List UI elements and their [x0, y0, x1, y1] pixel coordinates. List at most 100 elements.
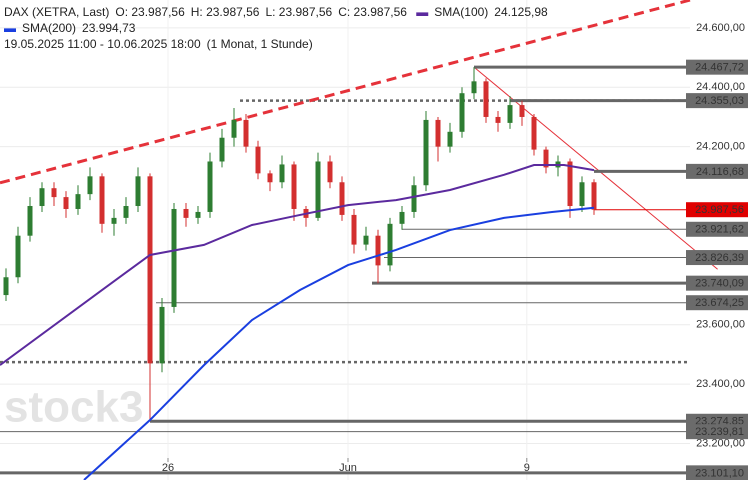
instrument: DAX (XETRA, Last): [4, 5, 110, 19]
candle-body: [219, 137, 225, 162]
legend-name: SMA(200): [22, 21, 77, 35]
candle-body: [591, 182, 597, 210]
candle-body: [171, 208, 177, 307]
candle-body: [3, 277, 9, 296]
legend-row: ▬ SMA(200) 23.994,73: [4, 20, 554, 36]
candle-body: [243, 119, 249, 147]
ohlc: O: 23.987,56: [115, 5, 185, 19]
candle-body: [27, 206, 33, 236]
trend-line: [473, 66, 718, 270]
legend-row: 19.05.2025 11:00 - 10.06.2025 18:00 (1 Mo…: [4, 36, 554, 52]
candle-body: [135, 176, 141, 207]
candle-body: [579, 182, 585, 207]
candle-body: [315, 161, 321, 218]
level-label-box: [686, 163, 748, 179]
level-label: 23.674,25: [695, 297, 744, 309]
x-tick-label: 26: [162, 462, 174, 474]
level-label: 23.826,39: [695, 252, 744, 264]
sma-line: [0, 164, 595, 366]
candle-body: [123, 206, 129, 218]
legend-value: 23.994,73: [82, 21, 136, 35]
candle-body: [327, 161, 333, 183]
level-label-box: [686, 465, 748, 480]
candle-body: [447, 131, 453, 147]
level-label: 23.987,56: [695, 204, 744, 216]
y-tick-label: 23.400,00: [696, 378, 745, 390]
candle-body: [483, 81, 489, 117]
level-label-box: [686, 250, 748, 266]
x-tick-label: 9: [524, 462, 530, 474]
candle-body: [411, 185, 417, 212]
level-label-box: [686, 424, 748, 440]
candle-body: [495, 116, 501, 123]
candle-body: [339, 182, 345, 215]
level-label-box: [686, 93, 748, 109]
candle-body: [195, 211, 201, 218]
ohlc: L: 23.987,56: [265, 5, 333, 19]
level-label: 24.116,68: [696, 166, 744, 178]
level-label: 23.239,81: [695, 426, 744, 438]
level-label: 23.101,10: [695, 467, 744, 479]
candle-body: [399, 211, 405, 224]
candle-body: [279, 164, 285, 183]
level-label: 23.740,09: [695, 278, 744, 290]
candle-body: [519, 105, 525, 117]
candle-body: [375, 235, 381, 266]
trend-line: [0, 0, 691, 185]
y-tick-label: 23.200,00: [696, 437, 745, 449]
level-label: 23.921,62: [695, 224, 744, 236]
candle-body: [207, 161, 213, 212]
candle-body: [51, 188, 57, 198]
candle-body: [15, 235, 21, 278]
y-tick-label: 23.600,00: [696, 319, 745, 331]
candle-body: [531, 116, 537, 150]
legend-swatch: ▬: [416, 5, 429, 19]
candle-body: [543, 149, 549, 168]
legend-swatch: ▬: [4, 21, 16, 35]
candle-body: [183, 208, 189, 218]
level-label-box: [686, 295, 748, 311]
candle-body: [387, 223, 393, 266]
candle-body: [75, 194, 81, 209]
range: 19.05.2025 11:00 - 10.06.2025 18:00: [4, 37, 201, 51]
candle-body: [351, 214, 357, 245]
y-tick-label: 24.200,00: [696, 141, 745, 153]
level-label: 24.355,03: [695, 95, 744, 107]
candle-body: [363, 235, 369, 245]
legend-row: DAX (XETRA, Last) O: 23.987,56 H: 23.987,5…: [4, 4, 554, 20]
candle-body: [567, 161, 573, 207]
level-label: 24.467,72: [695, 62, 744, 74]
candle-body: [255, 146, 261, 174]
candle-body: [267, 173, 273, 183]
candle-body: [231, 119, 237, 138]
ohlc: H: 23.987,56: [190, 5, 260, 19]
legend-value: 24.125,98: [494, 5, 548, 19]
level-label-box: [686, 221, 748, 237]
candle-body: [159, 306, 165, 364]
legend: DAX (XETRA, Last) O: 23.987,56 H: 23.987,5…: [4, 4, 554, 52]
level-label-box: [686, 275, 748, 291]
candle-body: [291, 164, 297, 209]
candle-body: [423, 119, 429, 186]
candle-body: [39, 188, 45, 207]
candle-body: [435, 119, 441, 147]
level-label-box: [686, 202, 748, 218]
candle-body: [507, 105, 513, 123]
candle-body: [63, 197, 69, 209]
candle-body: [459, 93, 465, 132]
y-tick-label: 24.600,00: [696, 22, 745, 34]
x-tick-label: Jun: [339, 462, 357, 474]
y-tick-label: 24.400,00: [696, 81, 745, 93]
candle-body: [471, 81, 477, 94]
candle-body: [111, 217, 117, 224]
level-label-box: [686, 59, 748, 75]
sma-line: [83, 206, 595, 480]
watermark: stock3: [4, 383, 143, 432]
ohlc: C: 23.987,56: [338, 5, 407, 19]
legend-name: SMA(100): [434, 5, 489, 19]
candle-body: [99, 176, 105, 224]
candle-body: [87, 176, 93, 195]
interval: (1 Monat, 1 Stunde): [206, 37, 313, 51]
